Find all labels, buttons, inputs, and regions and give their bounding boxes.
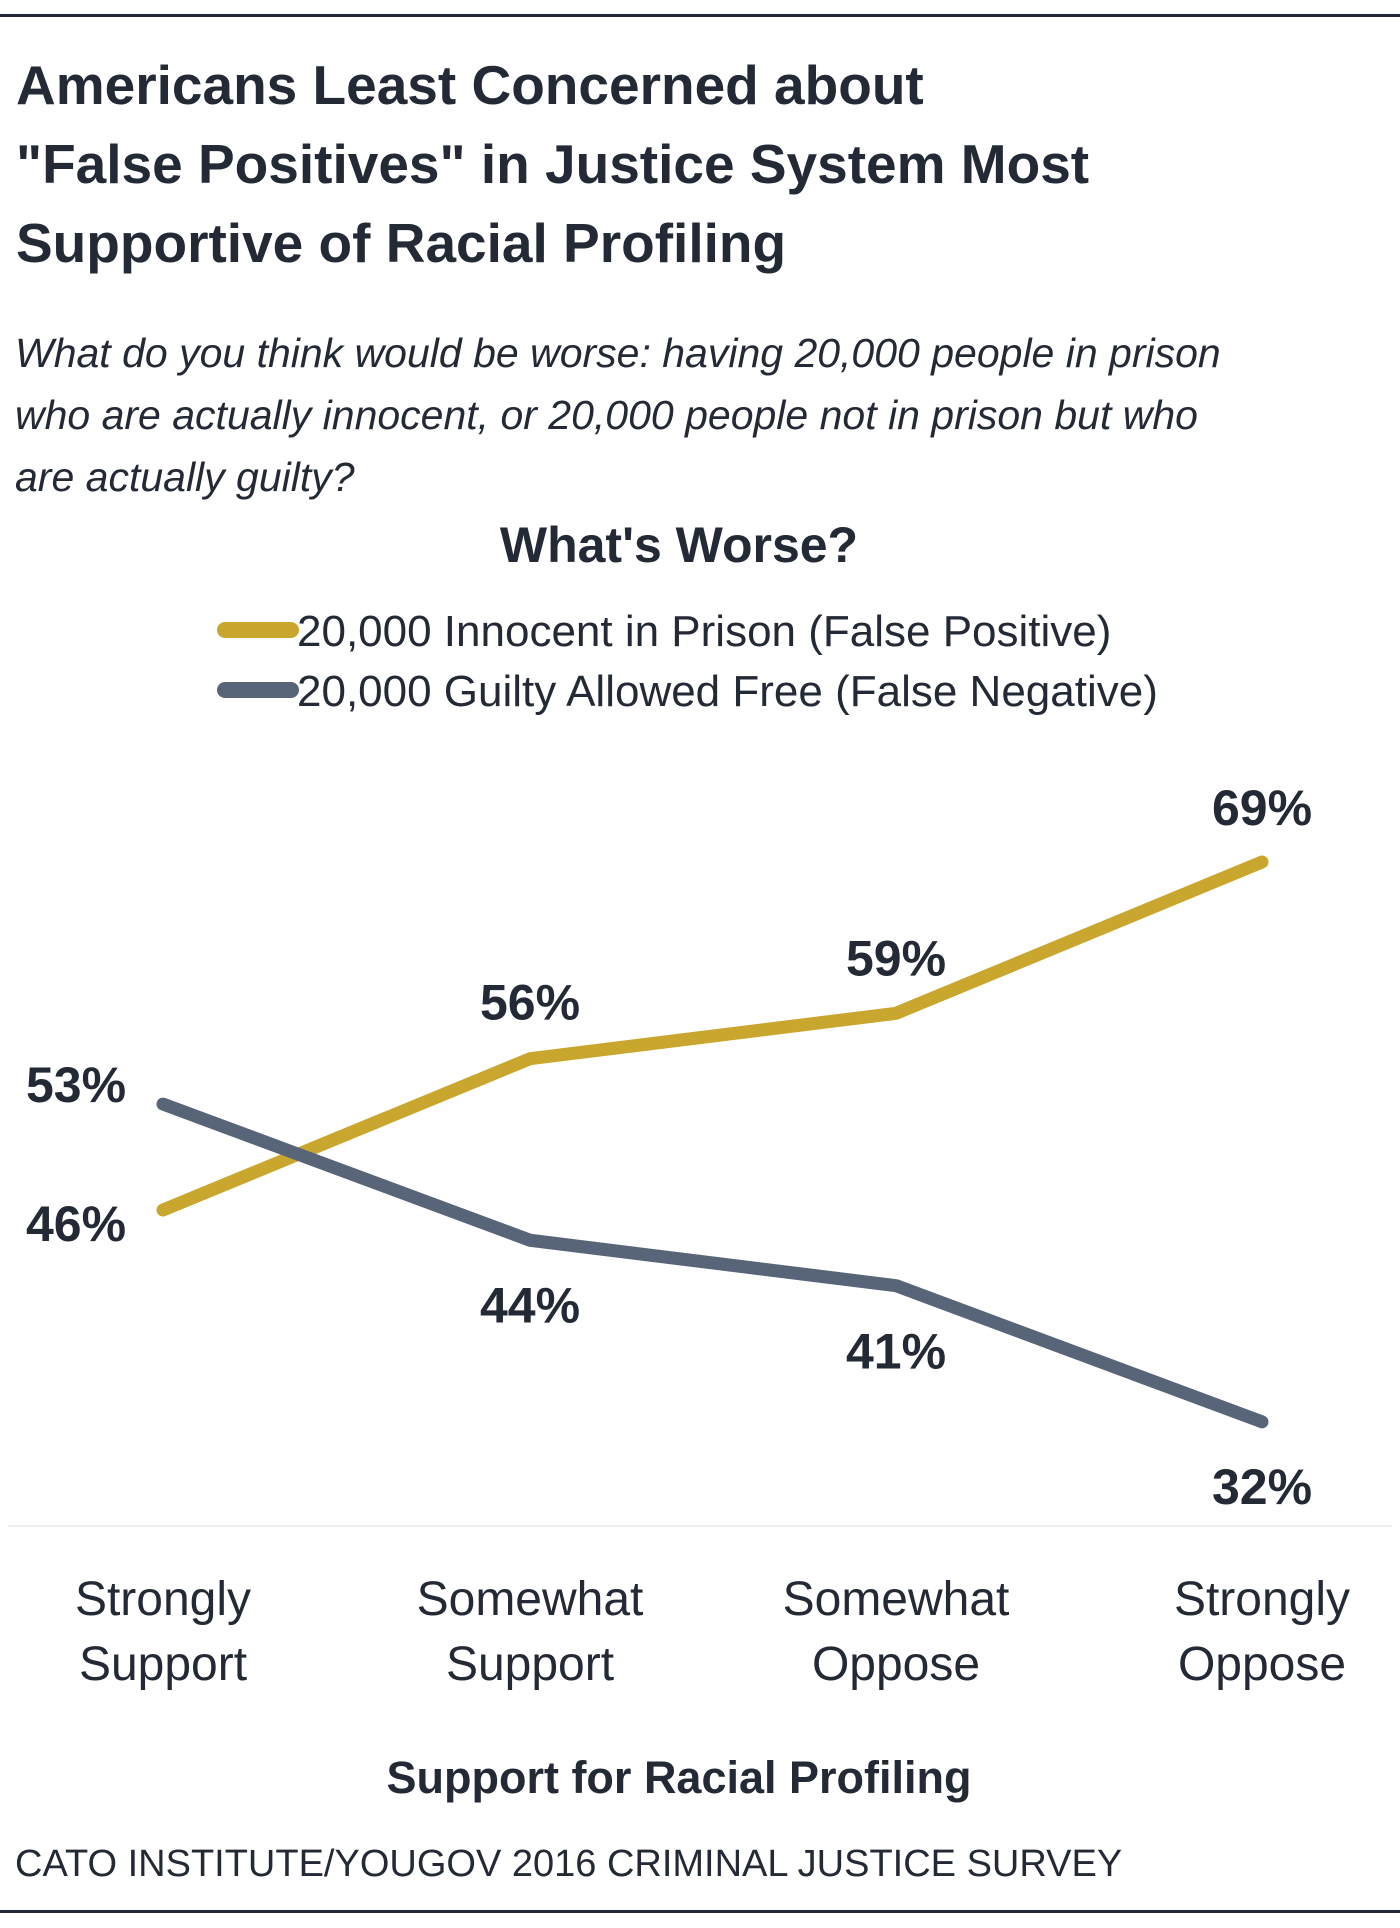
x-tick-label: Somewhat (783, 1573, 1010, 1626)
x-tick-label: Oppose (1178, 1638, 1346, 1691)
x-axis-label: Support for Racial Profiling (386, 1752, 971, 1803)
x-tick-label: Strongly (75, 1573, 251, 1626)
subtitle-line: are actually guilty? (15, 454, 355, 500)
legend-label: 20,000 Guilty Allowed Free (False Negati… (297, 667, 1158, 716)
series-line (156, 1097, 1269, 1429)
x-tick-label: Support (79, 1638, 247, 1691)
source-note: CATO INSTITUTE/YOUGOV 2016 CRIMINAL JUST… (15, 1843, 1122, 1885)
data-label: 46% (26, 1196, 126, 1252)
x-tick-label: Strongly (1174, 1573, 1350, 1626)
data-label: 69% (1212, 780, 1312, 836)
data-label: 44% (480, 1277, 580, 1333)
title-line: "False Positives" in Justice System Most (16, 133, 1090, 195)
chart-title: Americans Least Concerned about "False P… (16, 46, 1316, 283)
x-tick-label: Oppose (812, 1638, 980, 1691)
x-tick-labels: Strongly Support Somewhat Support Somewhat Op… (75, 1573, 1350, 1691)
data-label: 41% (846, 1324, 946, 1380)
subtitle-line: What do you think would be worse: having… (15, 330, 1221, 376)
top-rule (0, 14, 1400, 17)
bottom-rule (0, 1910, 1400, 1913)
data-label: 56% (480, 975, 580, 1031)
x-tick-label: Somewhat (417, 1573, 644, 1626)
legend: 20,000 Innocent in Prison (False Positiv… (217, 607, 1158, 716)
data-label: 53% (26, 1057, 126, 1113)
series-group: 46% 56% 59% 69% 53% 44% 41% 32% (26, 780, 1312, 1515)
subtitle-line: who are actually innocent, or 20,000 peo… (15, 392, 1198, 438)
data-label: 32% (1212, 1459, 1312, 1515)
legend-title: What's Worse? (500, 517, 858, 573)
title-line: Americans Least Concerned about (16, 54, 924, 116)
x-tick-label: Support (446, 1638, 614, 1691)
data-label: 59% (846, 930, 946, 986)
chart-subtitle: What do you think would be worse: having… (15, 322, 1395, 508)
title-line: Supportive of Racial Profiling (16, 212, 787, 274)
series-line (156, 855, 1269, 1217)
legend-label: 20,000 Innocent in Prison (False Positiv… (297, 607, 1111, 656)
